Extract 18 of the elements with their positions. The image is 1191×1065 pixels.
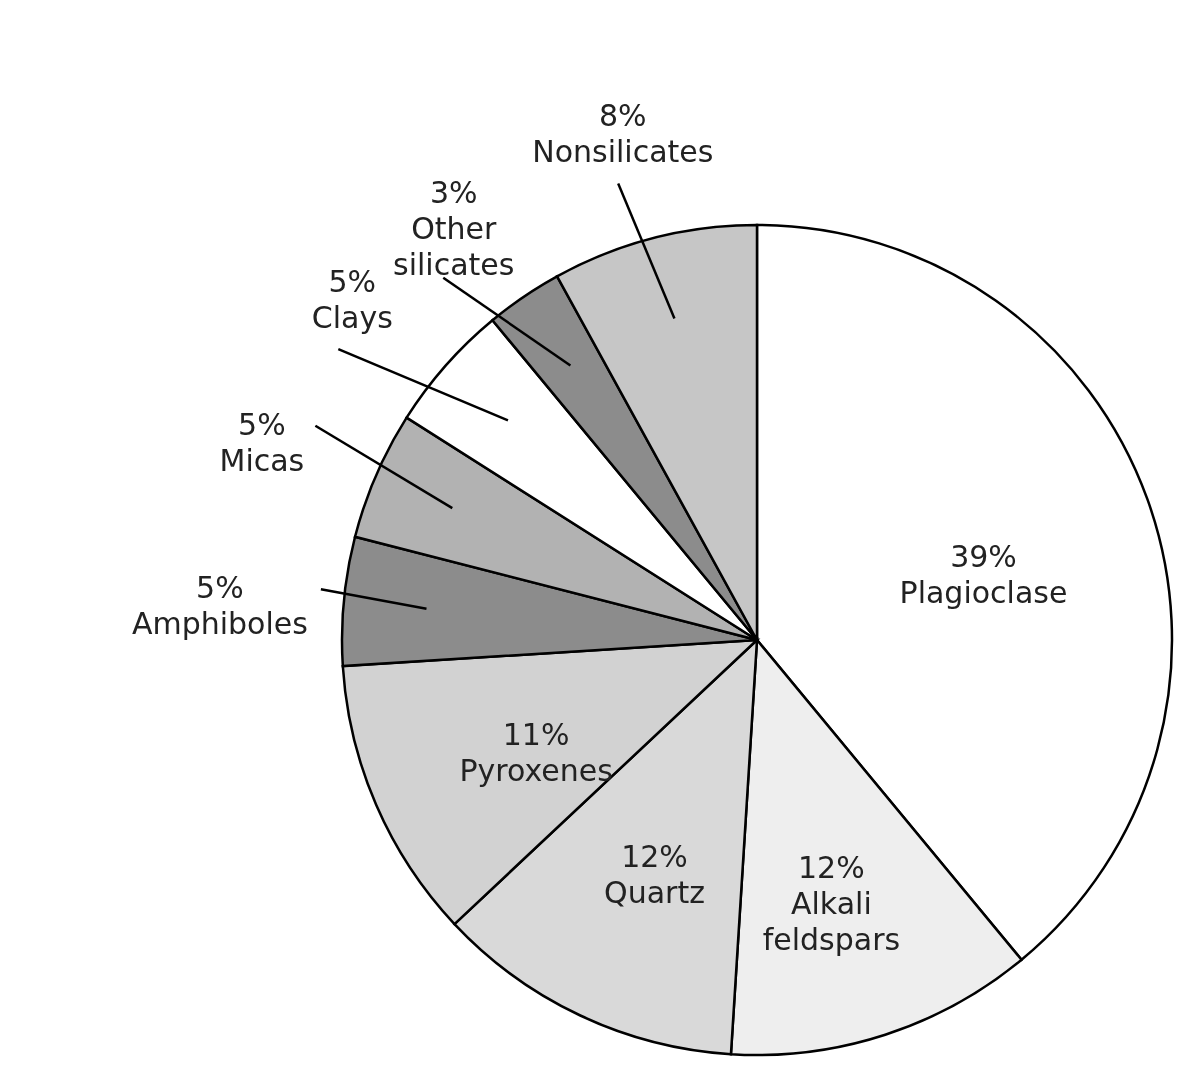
- data-label: 5%: [328, 264, 377, 300]
- data-label: 11%: [502, 716, 570, 752]
- slice-label: Micas: [219, 442, 305, 478]
- data-label: 3%: [429, 174, 478, 210]
- data-label: 5%: [238, 406, 286, 442]
- data-label: 12%: [621, 838, 688, 874]
- slice-label: Amphiboles: [131, 606, 308, 642]
- data-label: 39%: [950, 539, 1017, 575]
- slice-label: Other silicates: [393, 210, 515, 282]
- data-label: 5%: [196, 570, 244, 606]
- slice-label: Alkali feldspars: [762, 885, 901, 957]
- slice-label: Pyroxenes: [459, 752, 613, 788]
- data-label: 8%: [599, 98, 647, 134]
- slice-label: Clays: [311, 300, 393, 336]
- slice-label: Plagioclase: [899, 575, 1068, 611]
- data-label: 12%: [798, 849, 865, 885]
- slice-label: Nonsilicates: [532, 134, 714, 170]
- slice-label: Quartz: [604, 874, 705, 910]
